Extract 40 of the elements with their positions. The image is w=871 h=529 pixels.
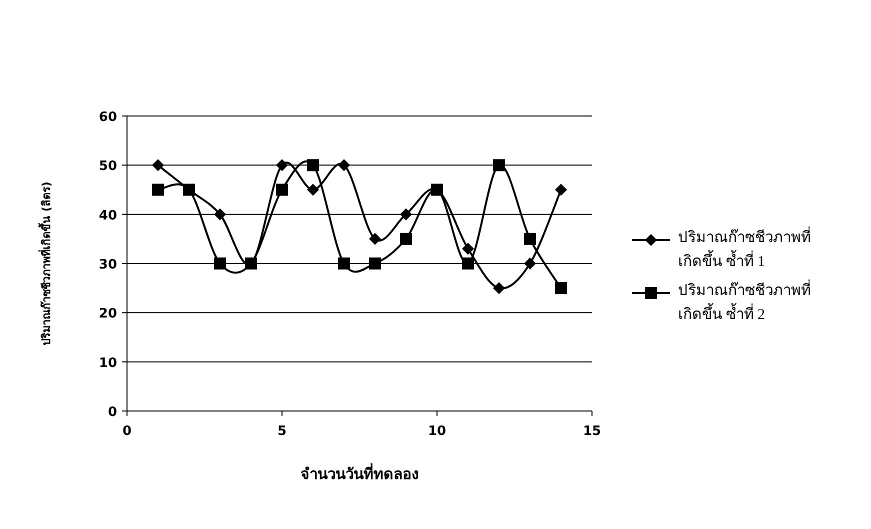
legend-label: ปริมาณก๊าซชีวภาพที่เกิดขึ้น ซ้ำที่ 1 bbox=[678, 226, 812, 272]
point bbox=[369, 258, 381, 270]
point bbox=[276, 184, 288, 196]
point bbox=[555, 282, 567, 294]
point bbox=[152, 159, 164, 172]
point bbox=[493, 159, 505, 172]
point bbox=[431, 184, 443, 196]
point bbox=[369, 232, 381, 245]
point bbox=[400, 232, 412, 245]
x-tick-label: 10 bbox=[428, 424, 446, 439]
y-axis-title: ปริมาณก๊าซชีวภาพที่เกิดขึ้น (ลิตร) bbox=[38, 182, 53, 346]
y-tick-label: 0 bbox=[108, 405, 117, 420]
y-tick-label: 10 bbox=[98, 356, 117, 371]
x-axis-title: จำนวนวันที่ทดลอง bbox=[300, 463, 418, 483]
point bbox=[493, 282, 505, 294]
point bbox=[338, 159, 350, 172]
point bbox=[307, 159, 319, 172]
x-tick-label: 15 bbox=[582, 424, 602, 439]
point bbox=[307, 184, 319, 196]
point bbox=[462, 258, 474, 270]
point bbox=[276, 159, 288, 172]
point bbox=[400, 208, 412, 220]
y-tick-label: 40 bbox=[98, 208, 117, 224]
point bbox=[524, 258, 536, 270]
point bbox=[462, 242, 474, 255]
y-tick-label: 30 bbox=[98, 258, 117, 272]
y-tick-label: 20 bbox=[98, 306, 117, 322]
y-tick-label: 60 bbox=[98, 110, 117, 125]
x-tick-label: 0 bbox=[122, 424, 132, 439]
point bbox=[524, 232, 536, 245]
legend-label: ปริมาณก๊าซชีวภาพที่เกิดขึ้น ซ้ำที่ 2 bbox=[678, 279, 812, 325]
point bbox=[214, 258, 226, 270]
point bbox=[214, 208, 226, 220]
y-tick-label: 50 bbox=[98, 159, 117, 174]
x-tick-label: 5 bbox=[277, 424, 287, 439]
point bbox=[338, 258, 350, 270]
point bbox=[555, 184, 567, 196]
point bbox=[152, 184, 164, 196]
point bbox=[245, 258, 257, 270]
point bbox=[183, 184, 195, 196]
